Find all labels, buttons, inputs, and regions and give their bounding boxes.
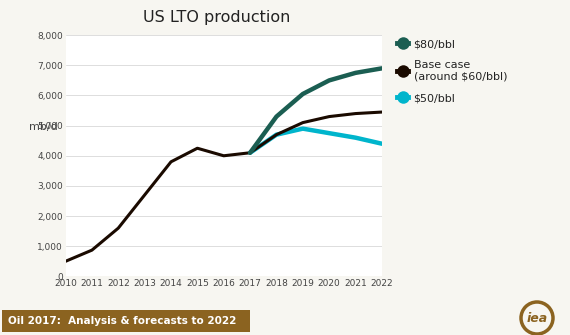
Y-axis label: mb/d: mb/d bbox=[29, 122, 58, 132]
Text: US LTO production: US LTO production bbox=[143, 10, 290, 25]
Legend: $80/bbl, Base case
(around $60/bbl), $50/bbl: $80/bbl, Base case (around $60/bbl), $50… bbox=[397, 38, 507, 104]
FancyBboxPatch shape bbox=[2, 310, 250, 332]
Text: Oil 2017:  Analysis & forecasts to 2022: Oil 2017: Analysis & forecasts to 2022 bbox=[8, 316, 237, 326]
Text: iea: iea bbox=[527, 313, 548, 326]
